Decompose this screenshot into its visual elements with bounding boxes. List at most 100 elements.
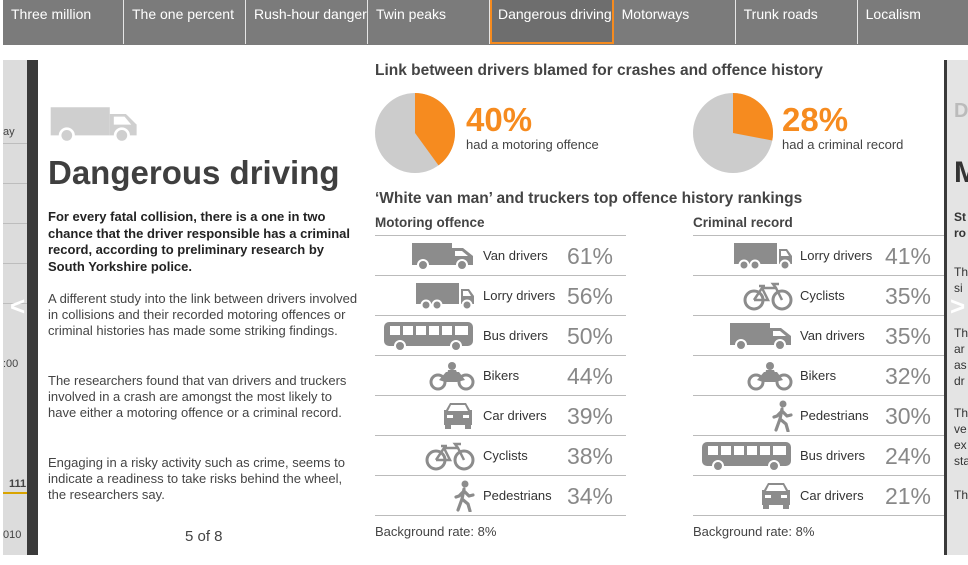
- bicycle-icon: [743, 276, 793, 316]
- gridline: [3, 223, 27, 224]
- tab-bar: Three million The one percent Rush-hour …: [3, 0, 968, 45]
- body-paragraph: Engaging in a risky activity such as cri…: [48, 455, 345, 503]
- tab-trunk-roads[interactable]: Trunk roads: [736, 0, 858, 44]
- next-slide-content: [947, 60, 968, 555]
- rankings-heading: ‘White van man’ and truckers top offence…: [375, 190, 803, 207]
- van-icon: [411, 236, 475, 276]
- body-paragraph: The researchers found that van drivers a…: [48, 373, 347, 421]
- ranking-value: 41%: [884, 243, 931, 269]
- tab-twin-peaks[interactable]: Twin peaks: [368, 0, 490, 44]
- previous-slide-arrow[interactable]: <: [10, 291, 26, 321]
- tab-localism[interactable]: Localism: [865, 6, 921, 22]
- link-section-heading: Link between drivers blamed for crashes …: [375, 62, 823, 79]
- ranking-label: Lorry drivers: [483, 288, 556, 303]
- motorbike-icon: [747, 356, 793, 396]
- ranking-label: Bus drivers: [800, 448, 866, 463]
- ranking-row-van-drivers: Van drivers 35%: [693, 316, 944, 356]
- criminal-record-ranking-list: Lorry drivers 41% Cyclists 35% Van drivers 35…: [693, 235, 944, 516]
- motoring-offence-background-rate: Background rate: 8%: [375, 524, 497, 539]
- tab-the-one-percent[interactable]: The one percent: [124, 0, 246, 44]
- ranking-row-bus-drivers: Bus drivers 24%: [693, 436, 944, 476]
- ranking-row-car-drivers: Car drivers 39%: [375, 396, 626, 436]
- ranking-label: Car drivers: [483, 408, 547, 423]
- tab-rush-hour-danger[interactable]: Rush-hour danger: [246, 0, 368, 44]
- peek-text: dr: [954, 374, 965, 388]
- ranking-value: 30%: [884, 403, 931, 429]
- page-title: Dangerous driving: [48, 154, 340, 191]
- peek-text: ex: [954, 438, 967, 452]
- ranking-label: Car drivers: [800, 488, 864, 503]
- peek-text: Th: [954, 488, 968, 502]
- lorry-icon: [415, 276, 475, 316]
- lorry-icon: [733, 236, 793, 276]
- body-paragraph: A different study into the link between …: [48, 291, 358, 339]
- peek-text: St: [954, 210, 966, 224]
- slide-pager: 5 of 8: [185, 528, 223, 545]
- peek-text: M: [954, 156, 968, 189]
- pedestrian-icon: [453, 476, 475, 516]
- gridline: [3, 303, 27, 304]
- ranking-row-cyclists: Cyclists 35%: [693, 276, 944, 316]
- peek-text: 111: [9, 478, 27, 490]
- gridline: [3, 183, 27, 184]
- motoring-offence-ranking-list: Van drivers 61% Lorry drivers 56% Bus driver…: [375, 235, 626, 516]
- peek-text: sta: [954, 454, 968, 468]
- motoring-offence-label: had a motoring offence: [466, 137, 599, 152]
- lede-paragraph: For every fatal collision, there is a on…: [48, 209, 350, 274]
- ranking-row-pedestrians: Pedestrians 34%: [375, 476, 626, 516]
- motoring-offence-pie-chart: [375, 93, 455, 173]
- bus-icon: [383, 316, 475, 356]
- peek-text: si: [954, 281, 963, 295]
- criminal-record-label: had a criminal record: [782, 137, 904, 152]
- ranking-value: 35%: [884, 283, 931, 309]
- ranking-value: 56%: [566, 283, 613, 309]
- criminal-record-pie-chart: [693, 93, 773, 173]
- next-slide-arrow[interactable]: >: [950, 291, 966, 321]
- peek-bar: [3, 492, 27, 494]
- ranking-label: Cyclists: [800, 288, 845, 303]
- ranking-row-bikers: Bikers 32%: [693, 356, 944, 396]
- ranking-row-bus-drivers: Bus drivers 50%: [375, 316, 626, 356]
- ranking-value: 50%: [566, 323, 613, 349]
- ranking-value: 24%: [884, 443, 931, 469]
- gridline: [3, 263, 27, 264]
- car-icon: [441, 396, 475, 436]
- bus-icon: [701, 436, 793, 476]
- pie-highlight-slice: [415, 93, 455, 166]
- ranking-value: 32%: [884, 363, 931, 389]
- peek-text: D: [954, 100, 968, 122]
- ranking-value: 38%: [566, 443, 613, 469]
- tab-motorways[interactable]: Motorways: [614, 0, 736, 44]
- van-icon: [48, 100, 142, 149]
- peek-text: ay: [3, 126, 15, 138]
- pedestrian-icon: [771, 396, 793, 436]
- bicycle-icon: [425, 436, 475, 476]
- criminal-record-percent: 28%: [782, 101, 849, 138]
- peek-text: 010: [3, 529, 22, 541]
- peek-text: ar: [954, 342, 965, 356]
- ranking-row-cyclists: Cyclists 38%: [375, 436, 626, 476]
- ranking-value: 35%: [884, 323, 931, 349]
- ranking-label: Bikers: [800, 368, 837, 383]
- ranking-value: 21%: [884, 483, 931, 509]
- ranking-row-lorry-drivers: Lorry drivers 41%: [693, 236, 944, 276]
- previous-slide-content: [3, 60, 27, 555]
- van-icon: [729, 316, 793, 356]
- ranking-row-lorry-drivers: Lorry drivers 56%: [375, 276, 626, 316]
- motorbike-icon: [429, 356, 475, 396]
- ranking-value: 44%: [566, 363, 613, 389]
- tab-dangerous-driving[interactable]: Dangerous driving: [490, 0, 614, 44]
- ranking-label: Van drivers: [800, 328, 865, 343]
- ranking-label: Cyclists: [483, 448, 528, 463]
- ranking-label: Pedestrians: [800, 408, 869, 423]
- peek-text: :00: [3, 358, 19, 370]
- ranking-label: Bikers: [483, 368, 520, 383]
- peek-text: ro: [954, 226, 966, 240]
- motoring-offence-column-title: Motoring offence: [375, 215, 485, 230]
- ranking-label: Van drivers: [483, 248, 548, 263]
- tab-three-million[interactable]: Three million: [3, 0, 124, 44]
- criminal-record-column-title: Criminal record: [693, 215, 793, 230]
- ranking-label: Bus drivers: [483, 328, 549, 343]
- ranking-label: Lorry drivers: [800, 248, 873, 263]
